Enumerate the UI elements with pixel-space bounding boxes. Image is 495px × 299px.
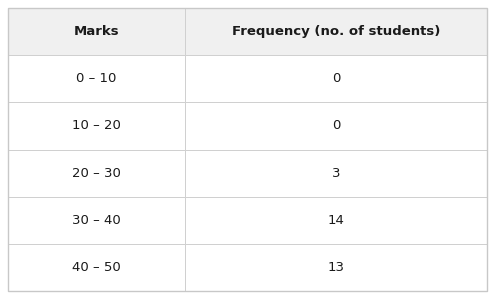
- Text: 0: 0: [332, 72, 340, 85]
- Bar: [185, 244, 487, 291]
- Bar: [185, 197, 487, 244]
- Text: 0 – 10: 0 – 10: [76, 72, 117, 85]
- Text: Frequency (no. of students): Frequency (no. of students): [232, 25, 441, 38]
- Bar: [8, 197, 185, 244]
- Text: 0: 0: [332, 119, 340, 132]
- Bar: [8, 244, 185, 291]
- Text: 20 – 30: 20 – 30: [72, 167, 121, 180]
- Text: Marks: Marks: [74, 25, 119, 38]
- Bar: [8, 8, 185, 55]
- Text: 14: 14: [328, 214, 345, 227]
- Bar: [8, 102, 185, 150]
- Text: 30 – 40: 30 – 40: [72, 214, 121, 227]
- Bar: [185, 8, 487, 55]
- Bar: [8, 55, 185, 102]
- Text: 13: 13: [328, 261, 345, 274]
- Text: 3: 3: [332, 167, 341, 180]
- Text: 40 – 50: 40 – 50: [72, 261, 121, 274]
- Bar: [185, 55, 487, 102]
- Bar: [185, 150, 487, 197]
- Bar: [8, 150, 185, 197]
- Text: 10 – 20: 10 – 20: [72, 119, 121, 132]
- Bar: [185, 102, 487, 150]
